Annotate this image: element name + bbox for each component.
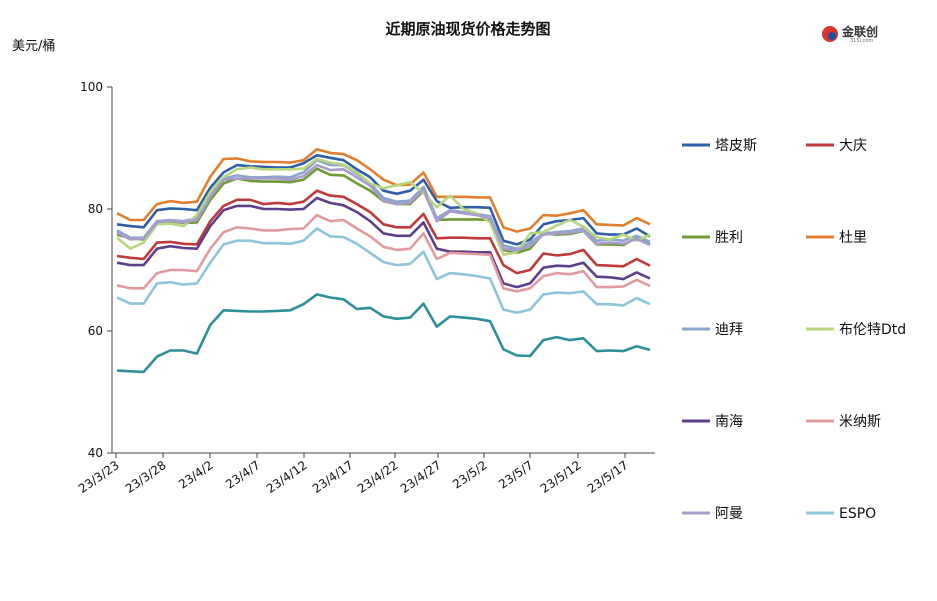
legend-label: 阿曼 xyxy=(715,506,743,522)
y-tick-label: 40 xyxy=(88,446,103,460)
x-tick-label: 23/4/27 xyxy=(398,458,444,496)
series-line-4 xyxy=(116,147,651,233)
legend-label: 杜里 xyxy=(839,230,867,246)
legend-label: 胜利 xyxy=(715,230,743,246)
x-tick-label: 23/4/17 xyxy=(310,458,356,496)
logo-text: 金联创 xyxy=(841,24,878,39)
series-line-5 xyxy=(116,158,651,250)
x-tick-label: 23/4/12 xyxy=(264,458,310,496)
series-lines xyxy=(116,147,651,374)
legend-label: 迪拜 xyxy=(715,322,743,338)
logo-mark-inner xyxy=(828,32,836,40)
series-line-6 xyxy=(116,157,651,257)
x-tick-label: 23/4/7 xyxy=(223,458,263,492)
logo: 金联创 315i.com xyxy=(822,24,878,44)
series-line-7 xyxy=(116,196,651,289)
series-line-1 xyxy=(116,154,651,246)
series-line-2 xyxy=(116,189,651,275)
series-line-11 xyxy=(116,293,651,374)
x-tick-label: 23/5/17 xyxy=(585,458,631,496)
legend-label: 大庆 xyxy=(839,138,867,154)
y-axis-unit: 美元/桶 xyxy=(12,39,55,54)
legend-label: 布伦特Dtd xyxy=(839,322,906,338)
series-line-10 xyxy=(116,227,651,314)
x-tick-label: 23/5/12 xyxy=(538,458,584,496)
chart-title: 近期原油现货价格走势图 xyxy=(385,20,550,38)
x-tick-label: 23/4/2 xyxy=(176,458,216,492)
x-tick-label: 23/4/22 xyxy=(355,458,401,496)
logo-sub: 315i.com xyxy=(850,38,873,44)
legend-label: 米纳斯 xyxy=(839,414,881,430)
legend-label: 塔皮斯 xyxy=(715,138,757,154)
y-tick-label: 80 xyxy=(88,202,103,216)
y-tick-label: 60 xyxy=(88,324,103,338)
series-line-9 xyxy=(116,163,651,252)
legend-label: ESPO xyxy=(839,506,876,522)
x-tick-label: 23/3/23 xyxy=(76,458,122,496)
series-line-8 xyxy=(116,213,651,293)
x-tick-label: 23/3/28 xyxy=(123,458,169,496)
legend-label: 南海 xyxy=(715,414,743,430)
x-tick-label: 23/5/7 xyxy=(496,458,536,492)
y-tick-label: 100 xyxy=(80,80,103,94)
x-tick-label: 23/5/2 xyxy=(450,458,490,492)
